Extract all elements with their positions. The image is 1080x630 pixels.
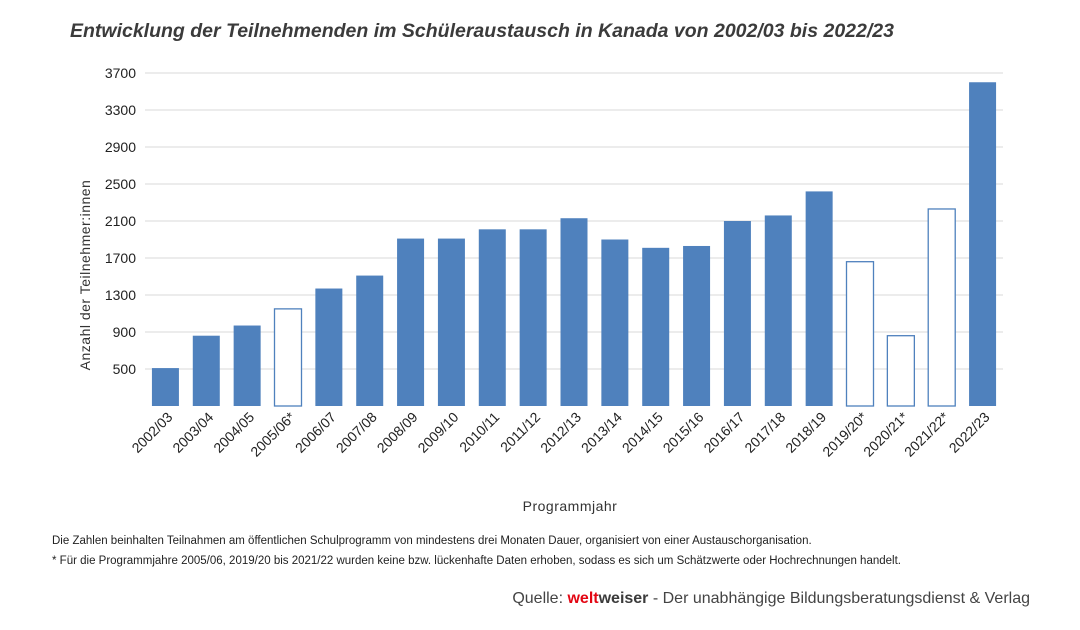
x-tick-label: 2005/06* [247,408,298,459]
bar-2013-14 [601,239,629,406]
x-tick-label: 2012/13 [537,409,584,456]
x-axis-label: Programmjahr [522,498,618,514]
bar-2011-12 [519,229,547,406]
bars [151,82,997,407]
y-tick-labels: 500 900 1300 1700 2100 2500 2900 3300 3700 [105,65,136,377]
bar-2018-19 [805,191,833,406]
bar-2020-21 [886,335,916,407]
brand-logo-part1: welt [567,590,599,607]
x-tick-label: 2013/14 [578,409,625,456]
y-tick-label: 2900 [105,139,136,155]
footnote-data-scope: Die Zahlen beinhalten Teilnahmen am öffe… [52,535,812,547]
bar-2015-16 [683,245,711,406]
bar-2014-15 [642,247,670,406]
y-tick-label: 1300 [105,287,136,303]
y-axis-label: Anzahl der Teilnehmer:innen [77,180,93,371]
source-line: Quelle: weltweiser - Der unabhängige Bil… [512,590,1030,608]
source-suffix: - Der unabhängige Bildungsberatungsdiens… [648,590,1030,607]
bar-2022-23 [969,82,997,406]
bar-2006-07 [315,288,343,406]
x-tick-label: 2022/23 [946,409,993,456]
chart-title: Entwicklung der Teilnehmenden im Schüler… [70,20,894,42]
y-tick-label: 500 [113,361,137,377]
bar-2004-05 [233,325,261,406]
x-tick-label: 2021/22* [901,408,952,459]
bar-2019-20 [845,261,875,407]
y-tick-label: 900 [113,324,137,340]
x-tick-label: 2017/18 [741,409,788,456]
bar-2017-18 [764,215,792,406]
bar-2008-09 [397,238,425,406]
bar-2007-08 [356,275,384,406]
brand-logo-part2: weiser [598,590,649,607]
bar-2005-06 [273,308,303,407]
x-tick-label: 2009/10 [414,409,461,456]
y-tick-label: 2500 [105,176,136,192]
bar-2021-22 [927,208,956,407]
bar-2003-04 [192,335,220,406]
bar-2002-03 [151,368,179,406]
y-tick-label: 3300 [105,102,136,118]
bar-2010-11 [478,229,506,406]
x-tick-label: 2007/08 [333,409,380,456]
x-tick-label: 2016/17 [700,409,747,456]
x-tick-label: 2008/09 [374,409,421,456]
x-tick-label: 2014/15 [619,409,666,456]
bar-2016-17 [723,221,751,406]
bar-2009-10 [437,238,465,406]
footnote-estimates: * Für die Programmjahre 2005/06, 2019/20… [52,555,901,567]
y-tick-label: 2100 [105,213,136,229]
x-tick-label: 2015/16 [660,409,707,456]
y-tick-label: 1700 [105,250,136,266]
bar-2012-13 [560,218,588,406]
x-tick-label: 2006/07 [292,409,339,456]
x-tick-label: 2002/03 [128,409,175,456]
x-tick-label: 2003/04 [169,409,216,456]
y-tick-label: 3700 [105,65,136,81]
source-prefix: Quelle: [512,590,568,607]
x-tick-label: 2011/12 [497,409,544,456]
x-tick-labels: 2002/032003/042004/052005/06*2006/072007… [128,408,992,459]
x-tick-label: 2010/11 [456,409,503,456]
